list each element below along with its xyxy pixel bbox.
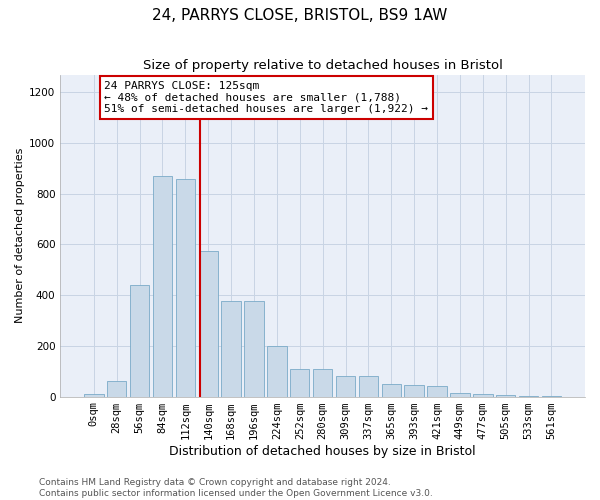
Bar bbox=[130, 285, 149, 397]
Bar bbox=[313, 368, 332, 396]
Bar bbox=[244, 302, 264, 396]
Y-axis label: Number of detached properties: Number of detached properties bbox=[15, 148, 25, 324]
Bar bbox=[404, 384, 424, 396]
Bar bbox=[427, 386, 447, 396]
Bar bbox=[221, 302, 241, 396]
Bar bbox=[107, 382, 127, 396]
Bar bbox=[382, 384, 401, 396]
Bar bbox=[473, 394, 493, 396]
Bar bbox=[336, 376, 355, 396]
Bar bbox=[176, 178, 195, 396]
Bar bbox=[290, 368, 310, 396]
Bar bbox=[199, 251, 218, 396]
Bar bbox=[267, 346, 287, 397]
Bar bbox=[84, 394, 104, 396]
Bar bbox=[153, 176, 172, 396]
Text: 24, PARRYS CLOSE, BRISTOL, BS9 1AW: 24, PARRYS CLOSE, BRISTOL, BS9 1AW bbox=[152, 8, 448, 22]
Bar bbox=[450, 393, 470, 396]
Text: Contains HM Land Registry data © Crown copyright and database right 2024.
Contai: Contains HM Land Registry data © Crown c… bbox=[39, 478, 433, 498]
X-axis label: Distribution of detached houses by size in Bristol: Distribution of detached houses by size … bbox=[169, 444, 476, 458]
Bar bbox=[359, 376, 378, 396]
Text: 24 PARRYS CLOSE: 125sqm
← 48% of detached houses are smaller (1,788)
51% of semi: 24 PARRYS CLOSE: 125sqm ← 48% of detache… bbox=[104, 81, 428, 114]
Title: Size of property relative to detached houses in Bristol: Size of property relative to detached ho… bbox=[143, 59, 503, 72]
